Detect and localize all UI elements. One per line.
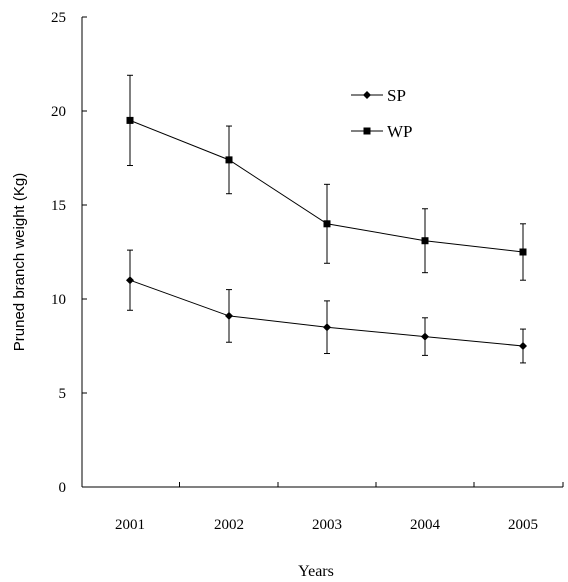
y-tick-label: 20 bbox=[51, 104, 66, 120]
series-wp bbox=[126, 74, 527, 281]
axes bbox=[81, 16, 564, 488]
x-tick-label: 2001 bbox=[115, 517, 145, 533]
data-point-sp bbox=[225, 311, 233, 320]
series-sp bbox=[126, 249, 527, 364]
data-point-wp bbox=[126, 116, 134, 124]
legend: SP WP bbox=[351, 86, 413, 141]
legend-label-sp: SP bbox=[387, 86, 406, 105]
y-tick-label: 0 bbox=[59, 480, 67, 496]
x-tick-label: 2002 bbox=[214, 517, 244, 533]
y-tick-label: 10 bbox=[51, 292, 66, 308]
legend-marker-sp bbox=[363, 91, 371, 99]
legend-label-wp: WP bbox=[387, 122, 413, 141]
y-tick-label: 5 bbox=[59, 386, 67, 402]
x-tick-label: 2004 bbox=[410, 517, 441, 533]
data-point-sp bbox=[323, 323, 331, 332]
legend-marker-wp bbox=[363, 127, 371, 135]
x-axis-title: Years bbox=[298, 563, 334, 580]
data-point-wp bbox=[519, 248, 527, 256]
data-point-wp bbox=[323, 220, 331, 228]
data-point-sp bbox=[126, 276, 134, 285]
data-point-sp bbox=[421, 332, 429, 341]
data-point-sp bbox=[519, 342, 527, 350]
data-point-wp bbox=[421, 237, 429, 245]
y-tick-label: 25 bbox=[51, 10, 66, 26]
x-tick-label: 2005 bbox=[508, 517, 538, 533]
x-tick-label: 2003 bbox=[312, 517, 342, 533]
y-axis-title: Pruned branch weight (Kg) bbox=[11, 173, 28, 351]
data-point-wp bbox=[225, 156, 233, 164]
tick-labels: 0 5 10 15 20 25 2001 2002 2003 2004 2005 bbox=[51, 10, 538, 533]
y-tick-label: 15 bbox=[51, 198, 66, 214]
data-series bbox=[126, 74, 527, 364]
